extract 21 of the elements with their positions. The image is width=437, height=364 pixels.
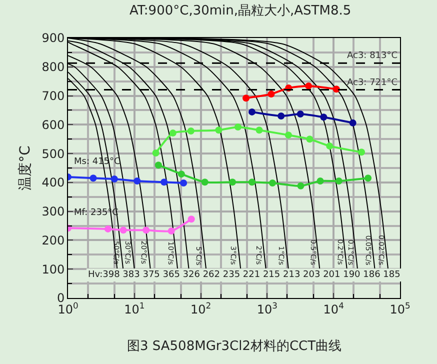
y-tick-label: 200: [42, 233, 65, 248]
y-tick-label: 0: [56, 291, 65, 306]
caption: 图3 SA508MGr3Cl2材料的CCT曲线: [127, 339, 342, 354]
chart-title: AT:900°C,30min,晶粒大小,ASTM8.5: [130, 4, 352, 19]
y-tick-label: 100: [42, 262, 65, 276]
y-tick-label: 800: [42, 60, 65, 74]
x-tick-label: 10$^{1}$: [124, 300, 145, 316]
y-tick-label: 500: [42, 146, 65, 161]
x-tick-label: 10$^{2}$: [190, 300, 212, 316]
y-axis-title: 温度°C: [17, 145, 34, 190]
y-tick-label: 900: [42, 31, 65, 46]
y-tick-label: 300: [42, 204, 65, 219]
annotation: Hv:398 383 375 365 326 262 235 221 215 213 203 201 190 186 185: [88, 270, 400, 280]
y-tick-label: 600: [42, 118, 65, 132]
x-tick-label: 10$^{4}$: [323, 300, 344, 316]
y-tick-label: 700: [42, 88, 65, 103]
y-tick-label: 400: [42, 176, 65, 190]
x-tick-label: 10$^{3}$: [256, 300, 278, 316]
ref-line-label: Ac3: 813°C: [347, 51, 398, 61]
x-tick-label: 10$^{5}$: [390, 300, 410, 316]
ref-line-label: Ac3: 721°C: [347, 78, 398, 88]
